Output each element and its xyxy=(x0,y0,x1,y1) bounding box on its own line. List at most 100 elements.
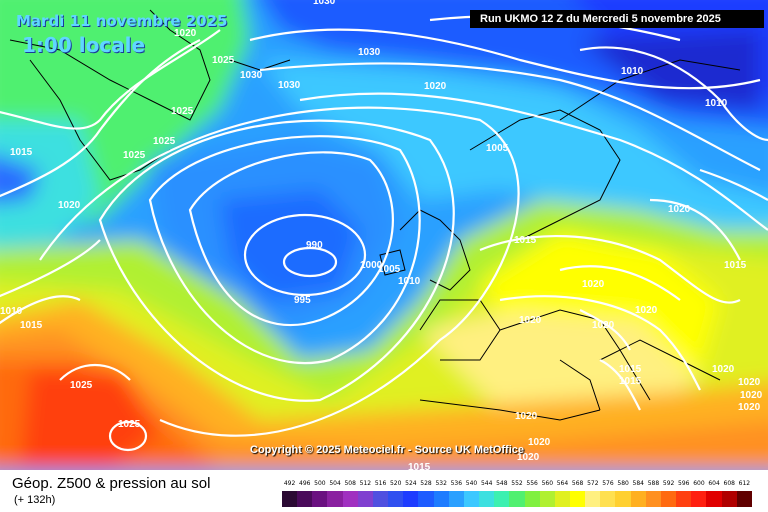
legend-swatch xyxy=(509,491,525,507)
legend-swatch xyxy=(585,491,601,507)
legend-swatch xyxy=(615,491,631,507)
legend-value: 532 xyxy=(435,480,447,487)
isobar-label: 1020 xyxy=(740,390,763,401)
color-scale-legend: 492 496 500 504 508 512 516 520 524 528 532 536 540 5… xyxy=(282,480,752,508)
isobar-label: 1020 xyxy=(515,411,538,422)
isobar-label: 1010 xyxy=(705,98,728,109)
legend-value: 516 xyxy=(374,480,387,487)
legend-swatch xyxy=(448,491,464,507)
isobar-label: 1025 xyxy=(212,55,235,66)
legend-swatch xyxy=(645,491,661,507)
legend-value: 512 xyxy=(359,480,372,487)
legend-value: 588 xyxy=(647,480,660,487)
legend-swatch xyxy=(706,491,722,507)
isobar-label: 1015 xyxy=(514,235,537,246)
isobar-label: 990 xyxy=(306,240,323,251)
legend-value: 564 xyxy=(556,480,569,487)
legend-value: 544 xyxy=(480,480,493,487)
isobar-label: 1005 xyxy=(378,264,401,275)
forecast-offset: (+ 132h) xyxy=(14,494,56,506)
coastlines xyxy=(9,9,741,421)
forecast-date: Mardi 11 novembre 2025 xyxy=(16,12,228,30)
legend-swatch xyxy=(736,491,752,507)
map-canvas: 1030 1020 1025 1030 1030 1030 1020 1010 … xyxy=(0,0,768,470)
legend-swatch xyxy=(312,491,328,507)
legend-value: 524 xyxy=(405,480,417,487)
legend-swatch xyxy=(463,491,480,507)
isobar-label: 1015 xyxy=(724,260,747,271)
legend-value: 572 xyxy=(587,480,599,487)
isobar-lines xyxy=(0,14,768,452)
legend-value: 520 xyxy=(389,480,402,487)
legend-swatch xyxy=(372,491,389,507)
isobar-label: 1025 xyxy=(153,136,176,147)
isobar-label: 1015 xyxy=(619,376,642,387)
isobar-label: 1030 xyxy=(278,80,301,91)
legend-value: 536 xyxy=(450,480,463,487)
legend-swatch xyxy=(569,491,586,507)
legend-value: 540 xyxy=(465,480,478,487)
isobar-label: 1020 xyxy=(58,200,81,211)
copyright-text: Copyright © 2025 Meteociel.fr - Source U… xyxy=(250,444,524,456)
isobar-label: 1020 xyxy=(174,28,197,39)
legend-value: 600 xyxy=(693,480,705,487)
isobar-label: 995 xyxy=(294,295,311,306)
isobar-label: 1020 xyxy=(582,279,605,290)
legend-value: 492 xyxy=(283,480,296,487)
legend-swatch xyxy=(600,491,616,507)
legend-swatch xyxy=(297,491,313,507)
isobar-labels: 1030 1020 1025 1030 1030 1030 1020 1010 … xyxy=(0,0,763,470)
legend-value: 560 xyxy=(541,480,554,487)
legend-swatch xyxy=(676,491,692,507)
legend-swatch xyxy=(539,491,555,507)
isobar-label: 1010 xyxy=(621,66,644,77)
legend-value: 604 xyxy=(708,480,720,487)
legend-swatch xyxy=(479,491,495,507)
isobar-label: 1030 xyxy=(240,70,263,81)
legend-swatch xyxy=(327,491,343,507)
isobar-label: 1020 xyxy=(519,315,542,326)
legend-value: 504 xyxy=(329,480,341,487)
legend-swatch xyxy=(691,491,707,507)
legend-swatch xyxy=(494,491,510,507)
legend-value: 584 xyxy=(632,480,644,487)
legend-swatch xyxy=(630,491,646,507)
model-run-label: Run UKMO 12 Z du Mercredi 5 novembre 202… xyxy=(470,10,764,28)
legend-value: 580 xyxy=(617,480,629,487)
isobar-label: 1015 xyxy=(619,364,642,375)
isobar-label: 1000 xyxy=(360,260,383,271)
map-title: Géop. Z500 & pression au sol xyxy=(12,475,211,492)
legend-value: 508 xyxy=(344,480,356,487)
legend-swatch xyxy=(282,491,298,507)
isobar-label: 1020 xyxy=(635,305,658,316)
isobar-label: 1025 xyxy=(171,106,194,117)
isobar-label: 1020 xyxy=(517,452,540,463)
isobar-label: 1010 xyxy=(398,276,421,287)
legend-swatch xyxy=(721,491,737,507)
isobar-label: 1015 xyxy=(408,462,431,470)
isobar-label: 1015 xyxy=(10,147,33,158)
legend-color-bar xyxy=(282,491,752,507)
legend-value: 612 xyxy=(738,480,751,487)
isobar-label: 1005 xyxy=(486,143,509,154)
isobar-label: 1030 xyxy=(358,47,381,58)
isobar-label: 1015 xyxy=(20,320,43,331)
isobar-label: 1025 xyxy=(118,419,141,430)
legend-swatch xyxy=(418,491,434,507)
legend-labels: 492 496 500 504 508 512 516 520 524 528 532 536 540 5… xyxy=(282,480,752,490)
isobar-label: 1020 xyxy=(668,204,691,215)
legend-value: 548 xyxy=(496,480,508,487)
isobar-label: 1030 xyxy=(313,0,336,7)
weather-map: 1030 1020 1025 1030 1030 1030 1020 1010 … xyxy=(0,0,768,470)
forecast-time: 1:00 locale xyxy=(22,33,146,57)
legend-value: 528 xyxy=(420,480,432,487)
legend-value: 608 xyxy=(723,480,735,487)
isobar-label: 1020 xyxy=(738,377,761,388)
geopotential-field xyxy=(0,0,768,470)
legend-value: 568 xyxy=(571,480,584,487)
legend-swatch xyxy=(403,491,419,507)
legend-swatch xyxy=(357,491,373,507)
isobar-label: 1020 xyxy=(592,320,615,331)
isobar-label: 1020 xyxy=(738,402,761,413)
isobar-label: 1020 xyxy=(528,437,551,448)
